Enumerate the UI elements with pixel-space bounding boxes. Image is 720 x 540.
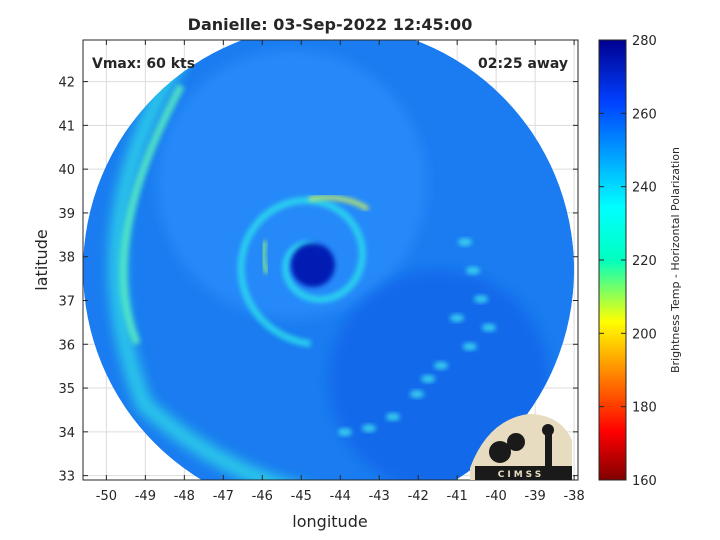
- convective-cell: [465, 266, 480, 275]
- y-tick-label: 37: [58, 294, 75, 309]
- y-tick-label: 40: [58, 163, 75, 178]
- colorbar-tick-label: 220: [632, 254, 657, 269]
- y-tick-label: 41: [58, 119, 75, 134]
- logo-dish-icon-2: [507, 433, 525, 451]
- colorbar-tick-label: 180: [632, 401, 657, 416]
- convective-cell: [433, 361, 448, 370]
- convective-cell: [409, 390, 424, 399]
- x-tick-label: -47: [213, 489, 234, 504]
- swath-warm-patch: [156, 48, 427, 319]
- x-tick-label: -50: [96, 489, 117, 504]
- colorbar-tick-label: 260: [632, 107, 657, 122]
- y-tick-label: 35: [58, 382, 75, 397]
- chart-title: Danielle: 03-Sep-2022 12:45:00: [188, 15, 473, 34]
- x-tick-label: -46: [252, 489, 273, 504]
- swath-field: [83, 40, 575, 480]
- x-tick-label: -41: [447, 489, 468, 504]
- y-tick-label: 42: [58, 76, 75, 91]
- rainband-outer: [108, 40, 390, 480]
- y-tick-label: 38: [58, 251, 75, 266]
- x-tick-label: -48: [174, 489, 195, 504]
- y-tick-label: 36: [58, 338, 75, 353]
- convective-cell: [481, 323, 496, 332]
- y-axis-ticks: 33 34 35 36 37 38 39 40 41 42: [58, 76, 578, 485]
- convective-cell: [361, 424, 376, 433]
- convective-cell: [457, 238, 472, 247]
- x-tick-label: -38: [563, 489, 584, 504]
- x-tick-label: -49: [135, 489, 156, 504]
- rainband-outer-core: [119, 83, 185, 346]
- x-tick-label: -39: [525, 489, 546, 504]
- time-away-annotation: 02:25 away: [478, 56, 568, 72]
- logo-tank-icon: [542, 424, 554, 436]
- x-tick-label: -44: [330, 489, 351, 504]
- x-tick-label: -43: [369, 489, 390, 504]
- eyewall-spiral: [237, 196, 366, 348]
- logo-text: CIMSS: [498, 470, 544, 480]
- x-tick-label: -45: [291, 489, 312, 504]
- colorbar-label: Brightness Temp - Horizontal Polarizatio…: [669, 147, 682, 373]
- x-axis-label: longitude: [292, 512, 367, 531]
- y-tick-label: 33: [58, 470, 75, 485]
- convective-cell: [462, 342, 477, 351]
- convective-cell: [473, 295, 488, 304]
- colorbar-tick-label: 240: [632, 181, 657, 196]
- eyewall-warm-arc: [308, 194, 370, 212]
- x-axis-ticks: -50 -49 -48 -47 -46 -45 -44 -43 -42 -41 -40 -39 -38: [96, 40, 585, 504]
- logo-tower-icon: [545, 434, 552, 466]
- convective-cell: [421, 374, 436, 383]
- y-tick-label: 39: [58, 207, 75, 222]
- eyewall-warm-arc-west: [260, 240, 270, 275]
- x-tick-label: -42: [408, 489, 429, 504]
- cimss-logo: CIMSS: [470, 414, 572, 480]
- convective-cell: [385, 412, 400, 421]
- x-tick-label: -40: [486, 489, 507, 504]
- y-tick-label: 34: [58, 426, 75, 441]
- y-axis-label: latitude: [32, 229, 51, 290]
- vmax-annotation: Vmax: 60 kts: [92, 56, 195, 72]
- brightness-temp-swath: [83, 40, 575, 480]
- plot-frame: [82, 39, 579, 481]
- colorbar-ticks: 160 180 200 220 240 260 280: [599, 34, 657, 489]
- convective-cell: [449, 314, 464, 323]
- storm-eye: [290, 243, 335, 288]
- logo-dish-icon: [489, 441, 511, 463]
- logo-ground: [475, 466, 572, 480]
- colorbar-tick-label: 160: [632, 474, 657, 489]
- colorbar-tick-label: 280: [632, 34, 657, 49]
- convective-cell: [337, 428, 352, 437]
- colorbar-tick-label: 200: [632, 327, 657, 342]
